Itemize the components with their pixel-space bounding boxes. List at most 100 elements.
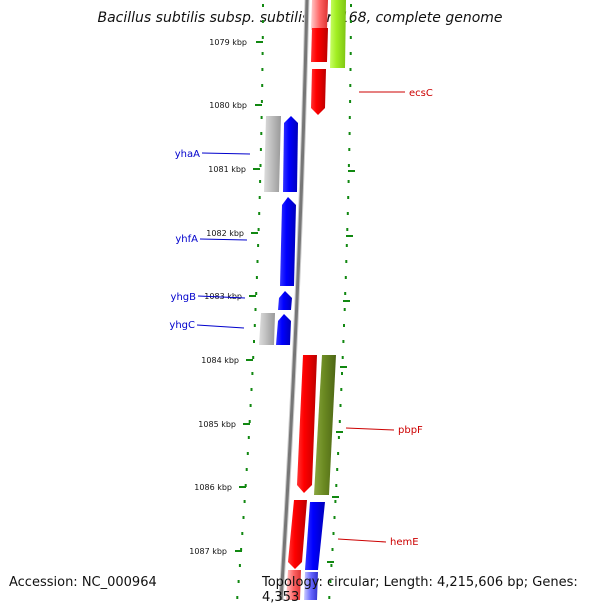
- outer-ring-dot: [342, 340, 345, 343]
- cds-yhaA: [283, 116, 298, 192]
- label-yhfA[interactable]: yhfA: [175, 234, 248, 245]
- outer-ring-dot: [346, 212, 349, 215]
- tick-label-1087: 1087 kbp: [189, 547, 227, 556]
- outer-ticks: [327, 170, 355, 563]
- outer-ring-dot: [348, 148, 351, 151]
- outer-ring-dot: [333, 516, 336, 519]
- inner-ring-dot: [260, 100, 263, 103]
- inner-ring-dot: [245, 468, 248, 471]
- outer-ring-dot: [338, 420, 341, 423]
- inner-ring-dot: [259, 148, 262, 151]
- inner-ring-dot: [258, 196, 261, 199]
- gene-top-lime: [330, 0, 346, 68]
- inner-ring-dot: [257, 244, 260, 247]
- outer-ring-dot: [350, 4, 352, 7]
- cds-pbpF: [297, 355, 317, 493]
- label-text-yhfA[interactable]: yhfA: [175, 234, 198, 245]
- inner-ring-dot: [262, 4, 264, 7]
- label-yhaA[interactable]: yhaA: [175, 149, 251, 160]
- tick-1081: 1081 kbp: [208, 165, 260, 174]
- inner-ring-dot: [250, 388, 253, 391]
- inner-ring-dot: [253, 340, 255, 343]
- outer-ring-dot: [335, 484, 338, 487]
- label-pbpF[interactable]: pbpF: [345, 425, 423, 436]
- label-text-yhgB[interactable]: yhgB: [171, 292, 197, 303]
- outer-ring-dot: [330, 564, 333, 567]
- cds-yhgB: [278, 291, 292, 310]
- inner-ring-dot: [255, 292, 258, 295]
- label-text-ecsC[interactable]: ecsC: [409, 88, 433, 99]
- inner-ring-dot: [261, 84, 264, 87]
- outer-ring-dot: [341, 356, 344, 359]
- outer-ring-dot: [347, 180, 350, 183]
- tick-label-1082: 1082 kbp: [206, 229, 244, 238]
- outer-ring-dot: [346, 228, 349, 231]
- tick-label-1083: 1083 kbp: [204, 292, 242, 301]
- tick-label-1085: 1085 kbp: [198, 420, 236, 429]
- outer-ring-dot: [343, 324, 345, 327]
- outer-ring-dot: [345, 244, 348, 247]
- label-hemE[interactable]: hemE: [337, 537, 419, 548]
- cds-hemE: [288, 500, 307, 569]
- inner-ring-dot: [261, 68, 264, 71]
- tick-label-1081: 1081 kbp: [208, 165, 246, 174]
- outer-ring-dot: [329, 580, 332, 583]
- inner-ring-dot: [259, 180, 262, 183]
- tick-1083: 1083 kbp: [204, 292, 256, 301]
- outer-ring-dot: [343, 308, 346, 311]
- tick-label-1084: 1084 kbp: [201, 356, 239, 365]
- inner-ring-dot: [244, 484, 247, 487]
- inner-ring-dot: [261, 20, 264, 23]
- inner-ring-dot: [256, 260, 259, 263]
- outer-ring-dot: [341, 372, 343, 375]
- outer-ring-dot: [328, 596, 331, 599]
- outer-ring-dot: [347, 164, 350, 167]
- tick-1087: 1087 kbp: [189, 547, 242, 556]
- label-text-hemE[interactable]: hemE: [390, 537, 419, 548]
- inner-ring-dot: [248, 420, 251, 423]
- gene-yhgC: [259, 313, 275, 345]
- label-text-yhgC[interactable]: yhgC: [169, 320, 195, 331]
- inner-ring-dot: [243, 500, 246, 503]
- label-text-yhaA[interactable]: yhaA: [175, 149, 200, 160]
- ring-guides: [236, 4, 352, 599]
- outer-ring-dot: [349, 100, 352, 103]
- inner-ring-dot: [238, 564, 241, 567]
- outer-ring-dot: [334, 500, 337, 503]
- label-yhgC[interactable]: yhgC: [169, 320, 245, 331]
- outer-ring-dot: [332, 532, 335, 535]
- inner-ring-dot: [251, 372, 254, 375]
- inner-ring-dot: [246, 452, 249, 455]
- cds-yhfA: [280, 197, 296, 286]
- outer-ring-dot: [345, 260, 348, 263]
- cds-bottom-blue-pale: [304, 572, 318, 600]
- cds-top-red: [311, 28, 328, 62]
- outer-ring-dot: [331, 548, 334, 551]
- inner-ring-dot: [261, 52, 264, 55]
- cds-ecsC: [311, 69, 326, 115]
- tick-1085: 1085 kbp: [198, 420, 250, 429]
- label-yhgB[interactable]: yhgB: [171, 292, 246, 303]
- reverse-features: [259, 116, 325, 600]
- tick-label-1080: 1080 kbp: [209, 101, 247, 110]
- inner-ring-dot: [249, 404, 252, 407]
- tick-scale: 1079 kbp 1080 kbp 1081 kbp 1082 kbp 1083…: [189, 38, 263, 556]
- gene-yhaA: [264, 116, 281, 192]
- inner-ring-dot: [236, 596, 239, 599]
- label-text-pbpF[interactable]: pbpF: [398, 425, 423, 436]
- cds-yhgC: [276, 314, 291, 345]
- topology-text: Topology: circular; Length: 4,215,606 bp…: [262, 575, 578, 605]
- inner-ring-dot: [258, 212, 261, 215]
- gene-labels: ecsC yhaA yhfA yhgB yhgC pbpF hemE: [169, 88, 432, 548]
- inner-ring-dot: [240, 548, 243, 551]
- inner-ring-dot: [253, 324, 256, 327]
- gene-pbpF: [314, 355, 336, 495]
- forward-features: [286, 0, 346, 600]
- inner-ring-dot: [242, 516, 245, 519]
- outer-ring-dot: [348, 132, 351, 135]
- outer-ring-dot: [349, 36, 352, 39]
- label-ecsC[interactable]: ecsC: [359, 88, 433, 99]
- inner-ring-dot: [247, 436, 250, 439]
- outer-ring-dot: [349, 20, 352, 23]
